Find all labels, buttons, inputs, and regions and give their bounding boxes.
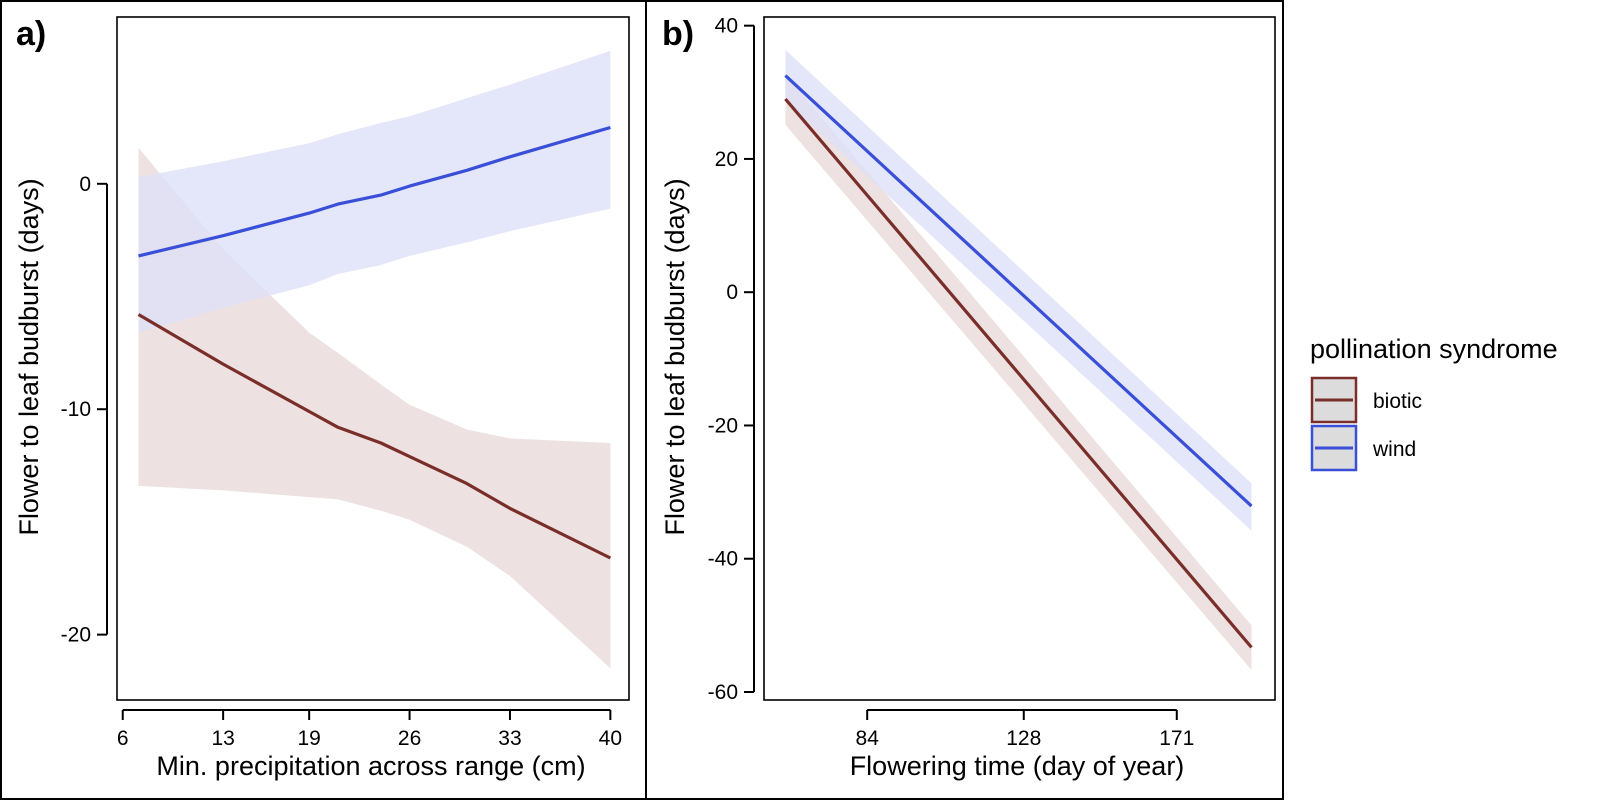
panel-a-line-biotic	[137, 313, 612, 560]
panel-b-label: b)	[662, 15, 694, 53]
panel-a-y-tick-label: -20	[61, 624, 91, 647]
legend: pollination syndrome biotic wind	[1310, 334, 1558, 472]
panel-b: b) Flower to leaf budburst (days) Flower…	[660, 15, 1276, 781]
panel-a-x-tick-label: 13	[211, 727, 234, 750]
panel-a-x-tick-label: 26	[398, 727, 421, 750]
panel-b-plot: 40 20 0 -20 -40 -60 84 128 171	[708, 15, 1276, 750]
panel-b-y-tick-label: -60	[708, 681, 738, 704]
legend-label-biotic: biotic	[1373, 390, 1422, 413]
panel-b-line-wind	[784, 74, 1253, 508]
panel-a-x-tick-label: 19	[297, 727, 320, 750]
panel-a-y-tick-label: 0	[79, 173, 91, 196]
legend-label-wind: wind	[1372, 438, 1416, 461]
panel-b-y-tick-label: 20	[715, 148, 738, 171]
panel-b-x-tick-label: 171	[1159, 727, 1194, 750]
panel-b-y-axis-title: Flower to leaf budburst (days)	[660, 178, 690, 535]
panel-b-y-tick-label: -20	[708, 414, 738, 437]
panel-a: a) Flower to leaf budburst (days) Min. p…	[14, 15, 630, 781]
panel-a-x-tick-label: 6	[117, 727, 129, 750]
panel-a-band-biotic	[138, 147, 611, 669]
legend-title: pollination syndrome	[1310, 334, 1558, 364]
panel-a-plot-border	[116, 16, 630, 701]
panel-b-y-tick-label: -40	[708, 548, 738, 571]
panel-a-plot: 0 -10 -20 6 13 19 26 33 40	[61, 16, 630, 750]
panel-a-band-wind	[138, 50, 611, 333]
panel-b-x-axis-title: Flowering time (day of year)	[850, 751, 1185, 781]
panel-a-x-axis-title: Min. precipitation across range (cm)	[156, 751, 585, 781]
legend-entry-wind: wind	[1310, 424, 1416, 472]
legend-entry-biotic: biotic	[1310, 376, 1422, 424]
panel-a-x-tick-label: 40	[599, 727, 622, 750]
panel-a-y-axis-title: Flower to leaf budburst (days)	[14, 178, 44, 535]
panel-b-frame	[645, 0, 1284, 800]
panel-b-y-tick-label: 40	[715, 15, 738, 38]
panel-a-y-tick-label: -10	[61, 398, 91, 421]
panel-b-x-tick-label: 128	[1006, 727, 1041, 750]
panel-b-y-tick-label: 0	[726, 281, 738, 304]
panel-b-plot-border	[763, 16, 1276, 701]
panel-a-x-tick-label: 33	[498, 727, 521, 750]
panel-a-line-wind	[138, 125, 611, 258]
panel-b-x-tick-label: 84	[856, 727, 880, 750]
panel-a-label: a)	[16, 15, 46, 53]
panel-b-line-biotic	[784, 97, 1253, 649]
